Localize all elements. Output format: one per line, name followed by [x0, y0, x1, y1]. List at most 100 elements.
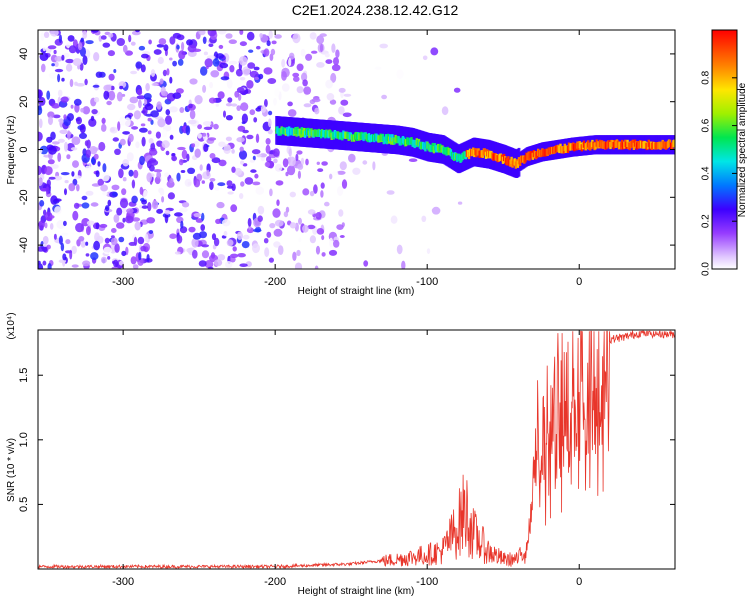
noise-cell [72, 160, 79, 168]
noise-cell [176, 44, 180, 50]
noise-cell [122, 217, 126, 223]
noise-cell [194, 148, 201, 158]
noise-cell [126, 152, 134, 162]
ridge-core [673, 139, 675, 147]
noise-cell [172, 60, 178, 67]
noise-cell [313, 184, 318, 194]
noise-cell [257, 205, 265, 215]
noise-cell [239, 193, 244, 199]
noise-cell [54, 61, 59, 67]
noise-cell [191, 238, 199, 248]
noise-cell [162, 69, 167, 77]
noise-cell [230, 253, 239, 258]
noise-cell [187, 167, 196, 174]
noise-cell [67, 130, 71, 140]
noise-cell [215, 218, 222, 224]
noise-cell [331, 64, 341, 72]
noise-cell [157, 118, 166, 128]
noise-cell [97, 161, 101, 167]
noise-cell [111, 266, 119, 269]
noise-cell [113, 214, 120, 223]
noise-cell [202, 132, 207, 137]
noise-cell [328, 249, 338, 256]
noise-cell [269, 188, 273, 197]
noise-cell [47, 159, 55, 165]
noise-cell [63, 52, 70, 58]
noise-cell [135, 30, 140, 33]
noise-cell [38, 220, 45, 229]
noise-cell [64, 180, 69, 184]
noise-cell [90, 202, 99, 207]
noise-cell [337, 186, 344, 196]
noise-cell [46, 90, 51, 100]
noise-cell [203, 143, 209, 152]
y-tick-label: 0 [18, 146, 30, 152]
noise-cell [131, 217, 141, 222]
noise-cell [44, 211, 53, 221]
noise-cell [80, 37, 84, 42]
noise-cell [329, 173, 333, 180]
noise-cell [147, 130, 152, 135]
noise-cell [57, 73, 61, 83]
noise-cell [79, 132, 87, 139]
noise-cell [207, 137, 217, 141]
noise-cell [150, 69, 156, 77]
y-axis-multiplier: (x10⁴) [6, 312, 17, 339]
noise-cell [149, 159, 159, 166]
noise-cell [238, 56, 248, 66]
noise-cell [71, 136, 81, 145]
noise-cell [47, 45, 57, 50]
noise-cell [379, 43, 389, 49]
noise-cell [202, 84, 207, 93]
noise-cell [242, 66, 251, 76]
noise-cell [121, 188, 127, 196]
noise-cell [177, 58, 184, 66]
noise-cell [192, 48, 202, 52]
noise-cell [237, 253, 246, 258]
noise-cell [225, 33, 233, 39]
noise-cell [113, 259, 119, 268]
bottom-plot-frame [37, 329, 676, 570]
noise-cell [108, 73, 115, 81]
noise-cell [307, 224, 316, 230]
noise-cell [65, 239, 71, 245]
noise-cell [164, 213, 169, 224]
noise-cell [63, 114, 67, 120]
noise-cell [292, 72, 300, 78]
noise-cell [241, 113, 248, 124]
noise-cell [82, 260, 91, 267]
noise-cell [169, 57, 173, 61]
noise-cell [54, 68, 64, 73]
colorbar-tick-label: 0.0 [701, 262, 712, 276]
noise-cell [198, 260, 207, 267]
noise-cell [374, 66, 382, 70]
noise-cell [255, 107, 262, 112]
noise-cell [300, 48, 306, 57]
noise-cell [396, 69, 404, 79]
noise-cell [260, 105, 267, 113]
noise-cell [277, 245, 284, 256]
noise-cell [321, 235, 325, 241]
noise-cell [60, 172, 70, 176]
noise-cell [82, 30, 88, 39]
noise-cell [338, 87, 346, 93]
noise-cell [252, 228, 262, 233]
noise-cell [324, 201, 330, 207]
noise-cell [295, 153, 299, 161]
noise-cell [274, 34, 282, 39]
noise-cell [80, 241, 86, 248]
noise-cell [264, 161, 271, 167]
noise-cell [287, 101, 293, 107]
noise-cell [319, 33, 327, 37]
noise-cell [301, 72, 308, 82]
noise-cell [156, 208, 164, 214]
noise-cell [116, 91, 123, 102]
x-tick-label: 0 [576, 276, 582, 288]
noise-cell [51, 103, 60, 109]
noise-cell [103, 90, 110, 100]
noise-cell [129, 96, 139, 104]
noise-cell [161, 129, 167, 138]
noise-cell [229, 256, 236, 263]
noise-cell [249, 159, 255, 163]
noise-cell [201, 180, 205, 184]
